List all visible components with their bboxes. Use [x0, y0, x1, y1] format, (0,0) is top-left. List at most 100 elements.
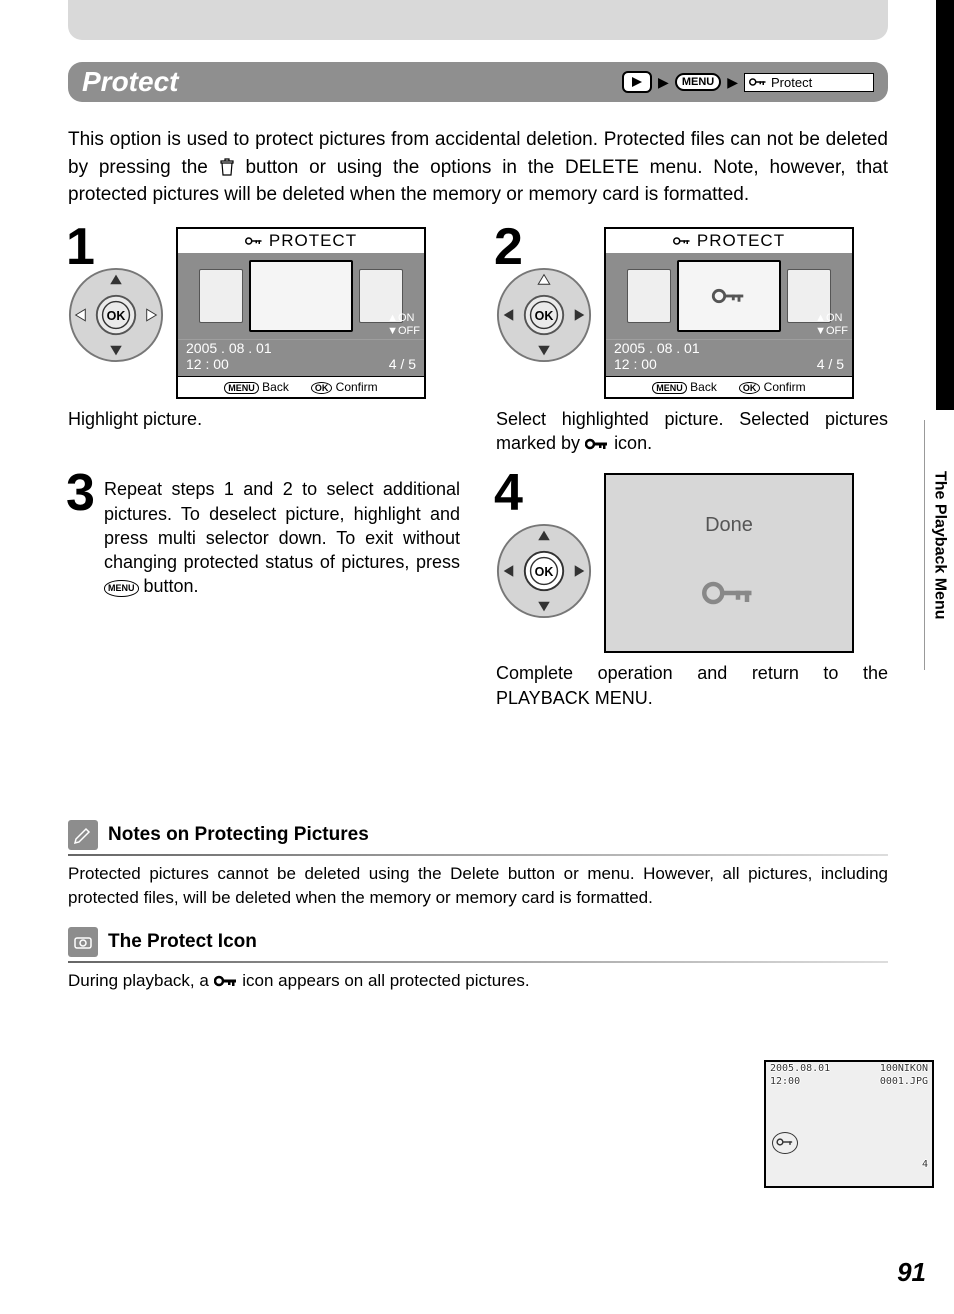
lcd-footer: MENU Back OK Confirm: [606, 376, 852, 397]
lcd-thumbnails: ▲ON ▼OFF: [606, 253, 852, 339]
menu-pill-icon: MENU: [224, 382, 259, 394]
off-label: OFF: [826, 325, 848, 337]
step-number: 3: [66, 467, 95, 519]
pb-date: 2005.08.01: [770, 1063, 830, 1074]
lcd-footer: MENU Back OK Confirm: [178, 376, 424, 397]
lcd-counter: 4 / 5: [389, 356, 416, 372]
key-icon: [673, 235, 691, 247]
camera-note-icon: [68, 927, 98, 957]
key-icon: [214, 974, 238, 988]
thumbnail-selected: [677, 260, 781, 332]
svg-text:OK: OK: [107, 308, 126, 322]
caption-text-b: button.: [144, 576, 199, 596]
key-icon: [772, 1132, 798, 1154]
thumbnail: [627, 269, 671, 323]
pb-time: 12:00: [770, 1076, 800, 1087]
multi-selector-icon: OK: [496, 267, 592, 363]
intro-paragraph: This option is used to protect pictures …: [68, 126, 888, 209]
pencil-note-icon: [68, 820, 98, 850]
top-tab-bg: [68, 0, 888, 40]
caption-text-a: Select highlighted picture. Selected pic…: [496, 409, 888, 453]
lcd-date: 2005 . 08 . 01: [614, 340, 700, 356]
lcd-screen: PROTECT ▲ON ▼OFF 2005 . 08 . 01: [176, 227, 426, 399]
step-4: 4 OK Done Co: [496, 473, 888, 710]
svg-text:OK: OK: [535, 565, 554, 579]
note-header: The Protect Icon: [68, 927, 888, 963]
page-number: 91: [897, 1257, 926, 1288]
step-number: 4: [494, 467, 523, 519]
breadcrumb: ▶ MENU ▶ Protect: [622, 71, 874, 93]
note-protecting: Notes on Protecting Pictures Protected p…: [68, 820, 888, 910]
lcd-date: 2005 . 08 . 01: [186, 340, 272, 356]
back-label: Back: [690, 380, 717, 394]
back-label: Back: [262, 380, 289, 394]
confirm-label: Confirm: [336, 380, 378, 394]
svg-text:OK: OK: [535, 308, 554, 322]
steps-grid: 1 OK PROTECT: [68, 227, 888, 710]
lcd-thumbnails: ▲ON ▼OFF: [178, 253, 424, 339]
edge-strip: [936, 0, 954, 410]
trash-icon: [219, 158, 235, 176]
on-off-indicator: ▲ON ▼OFF: [387, 312, 420, 336]
step-number: 1: [66, 221, 95, 273]
multi-selector-icon: OK: [68, 267, 164, 363]
step-number: 2: [494, 221, 523, 273]
key-icon: [711, 286, 747, 306]
lcd-counter: 4 / 5: [817, 356, 844, 372]
note-protect-icon: The Protect Icon During playback, a icon…: [68, 927, 888, 993]
key-icon: [245, 235, 263, 247]
step-caption: Repeat steps 1 and 2 to select additiona…: [104, 477, 460, 598]
step-2: 2 OK PROTECT: [496, 227, 888, 456]
crumb-arrow-icon: ▶: [727, 74, 738, 91]
ok-pill-icon: OK: [311, 382, 333, 394]
playback-mode-icon: [622, 71, 652, 93]
on-off-indicator: ▲ON ▼OFF: [815, 312, 848, 336]
done-label: Done: [705, 514, 753, 537]
pb-image-area: [766, 1088, 932, 1158]
caption-text-a: Repeat steps 1 and 2 to select additiona…: [104, 479, 460, 572]
note-text: During playback, a icon appears on all p…: [68, 969, 888, 993]
side-tab: The Playback Menu: [924, 420, 954, 670]
pb-bottom-row: 4: [766, 1158, 932, 1171]
step-caption: Select highlighted picture. Selected pic…: [496, 407, 888, 456]
note-header: Notes on Protecting Pictures: [68, 820, 888, 856]
crumb-arrow-icon: ▶: [658, 74, 669, 91]
on-label: ON: [826, 312, 843, 324]
lcd-title: PROTECT: [606, 229, 852, 253]
confirm-label: Confirm: [764, 380, 806, 394]
lcd-title-text: PROTECT: [697, 231, 785, 251]
pb-top-row: 2005.08.01 100NIKON: [766, 1062, 932, 1075]
key-icon: [585, 437, 609, 451]
done-screen: Done: [604, 473, 854, 653]
step-3: 3 Repeat steps 1 and 2 to select additio…: [68, 473, 460, 710]
note-text-a: During playback, a: [68, 971, 214, 990]
key-icon: [702, 578, 756, 613]
lcd-time: 12 : 00: [614, 356, 700, 372]
lcd-info-row: 2005 . 08 . 01 12 : 00 4 / 5: [178, 339, 424, 376]
off-label: OFF: [398, 325, 420, 337]
note-title: The Protect Icon: [108, 931, 257, 953]
step-caption: Complete operation and return to the PLA…: [496, 661, 888, 710]
thumbnail-selected: [249, 260, 353, 332]
playback-preview: 2005.08.01 100NIKON 12:00 0001.JPG 4: [764, 1060, 934, 1188]
thumbnail: [199, 269, 243, 323]
ok-pill-icon: OK: [739, 382, 761, 394]
section-title-bar: Protect ▶ MENU ▶ Protect: [68, 62, 888, 102]
pb-file: 0001.JPG: [880, 1076, 928, 1087]
lcd-time: 12 : 00: [186, 356, 272, 372]
lcd-title: PROTECT: [178, 229, 424, 253]
crumb-label: Protect: [771, 75, 812, 90]
side-tab-label: The Playback Menu: [931, 471, 949, 620]
on-label: ON: [398, 312, 415, 324]
note-text-b: icon appears on all protected pictures.: [242, 971, 529, 990]
step-caption: Highlight picture.: [68, 407, 460, 431]
note-title: Notes on Protecting Pictures: [108, 824, 369, 846]
key-icon: [749, 76, 767, 88]
section-title: Protect: [82, 66, 178, 98]
menu-button-icon: MENU: [675, 73, 721, 91]
step-1: 1 OK PROTECT: [68, 227, 460, 456]
multi-selector-icon: OK: [496, 523, 592, 619]
pb-folder: 100NIKON: [880, 1063, 928, 1074]
page-content: Protect ▶ MENU ▶ Protect This option is …: [68, 40, 888, 1011]
pb-second-row: 12:00 0001.JPG: [766, 1075, 932, 1088]
